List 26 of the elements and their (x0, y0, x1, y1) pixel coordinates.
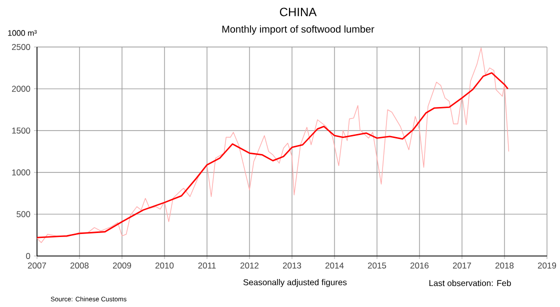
x-tick-label: 2011 (198, 262, 216, 269)
x-tick-label: 2019 (538, 262, 556, 269)
x-tick-label: 2010 (155, 262, 174, 269)
line-series (36, 47, 510, 243)
text: Last observation: Feb (429, 280, 511, 286)
x-tick-label: 2008 (70, 262, 89, 269)
chart-title: CHINA (280, 8, 317, 16)
x-tick-label: 2012 (240, 262, 259, 269)
y-tick-label: 1000 (12, 169, 30, 176)
y-tick-label: 1500 (12, 128, 30, 134)
text: Seasonally adjusted figures (243, 279, 347, 287)
x-tick-label: 2007 (28, 262, 46, 269)
x-tick-label: 2009 (112, 262, 132, 269)
x-tick-label: 2016 (410, 262, 429, 269)
x-tick-label: 2013 (282, 262, 302, 269)
y-tick-label: 500 (16, 211, 30, 218)
line-series (36, 72, 509, 238)
y-tick-label: 2500 (12, 44, 30, 50)
y-tick-label: 0 (26, 252, 30, 259)
x-tick-label: 2017 (452, 262, 472, 269)
y-tick-label: 2000 (12, 86, 30, 92)
y-axis-title: 1000 m³ (8, 30, 37, 36)
x-tick-label: 2015 (368, 262, 386, 269)
x-tick-label: 2014 (325, 262, 344, 269)
x-tick-label: 2018 (495, 262, 514, 269)
chart-subtitle: Monthly import of softwood lumber (222, 25, 374, 35)
